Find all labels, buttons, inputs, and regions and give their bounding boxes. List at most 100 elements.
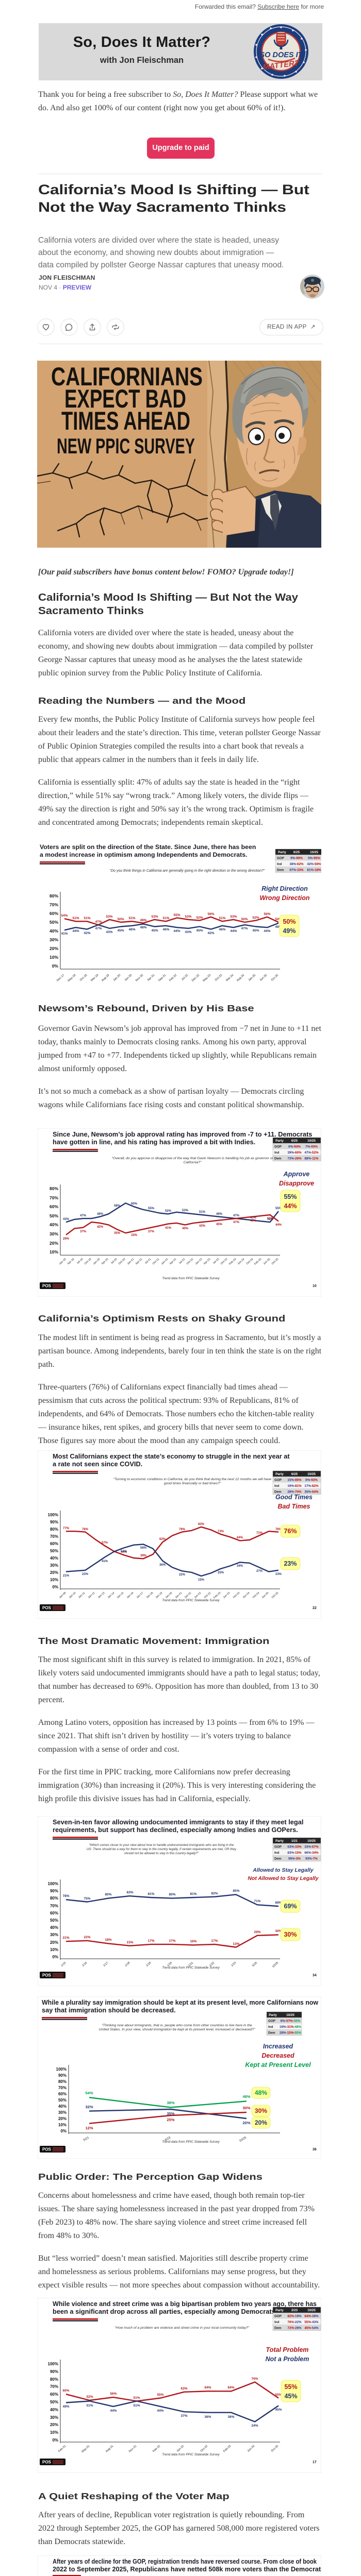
svg-text:good times financially or bad: good times financially or bad times?” (164, 1482, 221, 1485)
svg-text:44%: 44% (173, 929, 180, 933)
svg-text:22%: 22% (179, 1573, 186, 1577)
svg-text:69%: 69% (284, 1903, 297, 1910)
svg-text:16%: 16% (190, 1940, 196, 1943)
svg-text:80%: 80% (105, 1893, 111, 1896)
svg-text:a modest increase in optimism: a modest increase in optimism among Inde… (40, 851, 247, 858)
svg-text:42%: 42% (84, 931, 90, 935)
svg-text:93%-7%: 93%-7% (305, 1857, 318, 1861)
svg-text:54%: 54% (85, 2091, 93, 2095)
svg-text:63%-33%: 63%-33% (287, 1845, 302, 1849)
svg-text:49%: 49% (140, 919, 146, 922)
svg-text:Not a Problem: Not a Problem (266, 2355, 309, 2363)
svg-text:After years of decline for the: After years of decline for the GOP, regi… (53, 2558, 317, 2565)
svg-text:7%-93%: 7%-93% (305, 1145, 318, 1149)
svg-text:30%: 30% (50, 1563, 58, 1568)
svg-text:55%-43%: 55%-43% (304, 2320, 319, 2324)
svg-text:70%: 70% (50, 1195, 58, 1200)
svg-text:43%: 43% (199, 1225, 206, 1228)
svg-text:POS: POS (42, 2147, 52, 2152)
svg-text:60%: 60% (50, 1204, 58, 1209)
svg-text:While violence and street crim: While violence and street crime was a bi… (53, 2300, 317, 2308)
svg-text:Party: Party (269, 2013, 277, 2017)
svg-text:28%-70%: 28%-70% (287, 1490, 302, 1494)
svg-text:70%: 70% (58, 2086, 67, 2090)
svg-text:30%: 30% (242, 2106, 250, 2110)
svg-text:30%: 30% (50, 2415, 58, 2420)
svg-text:45%-54%: 45%-54% (304, 2327, 319, 2330)
svg-text:75%: 75% (84, 1897, 90, 1901)
svg-text:49%: 49% (216, 1213, 223, 1216)
svg-text:56%: 56% (264, 912, 270, 916)
svg-text:19%-31%-48%: 19%-31%-48% (280, 2025, 301, 2029)
svg-text:“Do you think things in Califo: “Do you think things in California are g… (110, 869, 265, 873)
svg-text:Party: Party (275, 1472, 284, 1476)
svg-text:44%: 44% (157, 2409, 163, 2413)
svg-text:Dem: Dem (277, 869, 284, 872)
svg-text:45%: 45% (284, 2393, 297, 2400)
svg-text:51%: 51% (128, 917, 135, 920)
svg-text:60%: 60% (50, 911, 58, 916)
svg-text:35%: 35% (114, 1232, 121, 1235)
svg-text:53%: 53% (151, 915, 158, 919)
svg-text:35%-64%: 35%-64% (304, 1490, 319, 1494)
svg-text:83%-15%: 83%-15% (287, 1851, 302, 1855)
svg-text:27%: 27% (256, 1570, 263, 1573)
svg-text:Dem: Dem (268, 2031, 275, 2035)
svg-text:15%: 15% (198, 1579, 205, 1582)
svg-text:Wrong Direction: Wrong Direction (260, 894, 310, 902)
svg-text:20%: 20% (255, 2119, 267, 2126)
svg-text:64%: 64% (204, 2386, 211, 2389)
svg-text:15%-85%: 15%-85% (287, 1479, 302, 1482)
svg-text:40%: 40% (50, 1925, 58, 1930)
svg-text:SO DOES IT: SO DOES IT (260, 51, 303, 59)
svg-text:GOP: GOP (274, 1845, 282, 1849)
svg-text:50%: 50% (241, 918, 248, 921)
svg-text:GOP: GOP (274, 1479, 282, 1482)
svg-text:46%: 46% (162, 928, 169, 931)
svg-text:82%-19%: 82%-19% (287, 2315, 302, 2318)
svg-text:40%: 40% (58, 2104, 67, 2109)
svg-text:Party: Party (275, 1839, 284, 1843)
svg-text:72%-28%: 72%-28% (287, 2327, 302, 2330)
svg-text:76%: 76% (251, 2377, 258, 2381)
svg-text:71%: 71% (256, 1532, 263, 1535)
svg-text:81%: 81% (190, 1892, 196, 1896)
svg-text:43%: 43% (63, 1218, 70, 1221)
svg-text:1/16: 1/16 (81, 1961, 88, 1968)
svg-text:44%: 44% (275, 1224, 282, 1227)
svg-text:EXPECT BAD: EXPECT BAD (64, 384, 186, 413)
svg-text:55%: 55% (173, 913, 180, 917)
svg-text:6%-94%: 6%-94% (288, 1145, 301, 1149)
svg-text:80%: 80% (50, 1896, 58, 1901)
svg-text:Increased: Increased (263, 2043, 293, 2050)
svg-text:64%: 64% (227, 2386, 234, 2389)
svg-text:Most Californians expect the s: Most Californians expect the state’s eco… (53, 1452, 290, 1460)
svg-text:Total Problem: Total Problem (266, 2346, 309, 2353)
svg-text:POS: POS (42, 1606, 52, 1611)
svg-text:38%-62%: 38%-62% (289, 862, 304, 866)
svg-text:80%: 80% (50, 1186, 58, 1191)
svg-text:60%: 60% (50, 1911, 58, 1916)
svg-text:51%: 51% (84, 917, 90, 920)
svg-text:47%: 47% (233, 1221, 240, 1224)
svg-text:37%: 37% (80, 1230, 87, 1233)
svg-text:95%-3%: 95%-3% (288, 1857, 301, 1861)
svg-text:25%: 25% (167, 2117, 174, 2122)
svg-text:37%: 37% (148, 1230, 155, 1233)
svg-text:45%: 45% (275, 2408, 282, 2412)
svg-text:52%: 52% (165, 1210, 172, 1213)
svg-text:46%: 46% (128, 928, 135, 931)
svg-text:47%: 47% (95, 927, 102, 930)
svg-text:13%: 13% (233, 1942, 239, 1946)
svg-text:0%: 0% (52, 1585, 58, 1589)
svg-text:40%: 40% (50, 1556, 58, 1561)
svg-text:Kept at Present Level: Kept at Present Level (245, 2061, 311, 2069)
svg-text:1/20: 1/20 (167, 1961, 173, 1968)
svg-text:1/21: 1/21 (188, 1961, 194, 1968)
svg-text:76%: 76% (82, 1528, 89, 1531)
svg-text:23%: 23% (275, 1573, 282, 1576)
svg-text:50%: 50% (50, 1918, 58, 1923)
svg-text:44%: 44% (230, 929, 237, 933)
svg-text:10%: 10% (50, 1947, 58, 1952)
svg-text:55%: 55% (157, 2393, 163, 2397)
